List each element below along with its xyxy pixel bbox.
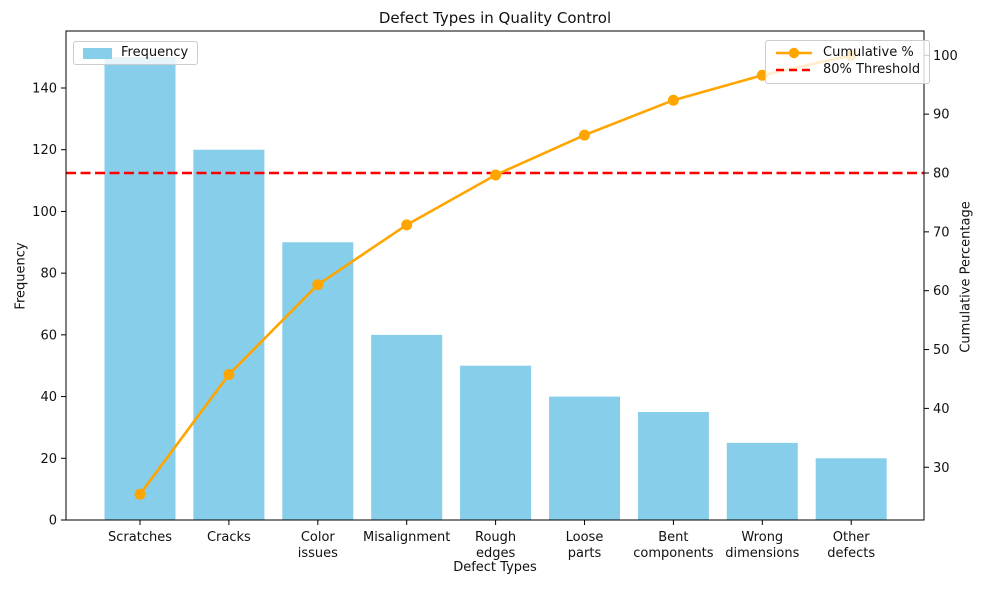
cumulative-point-6 xyxy=(667,94,679,106)
legend-cumulative-label: Cumulative % xyxy=(823,45,914,60)
axis-ticks: 0 20 40 60 80 100 120 140 30 40 50 60 70 80 90 100 Scrat… xyxy=(32,49,958,561)
cumulative-marker-sample xyxy=(788,47,800,59)
y-right-tick-label: 100 xyxy=(933,49,958,64)
bar-0 xyxy=(104,57,176,521)
frequency-swatch xyxy=(83,47,112,59)
y-axis-label-right: Cumulative Percentage xyxy=(958,201,974,353)
y-right-tick-label: 60 xyxy=(933,284,950,299)
cumulative-point-2 xyxy=(312,279,324,291)
cumulative-point-3 xyxy=(401,219,413,231)
threshold-line-sample-icon xyxy=(776,69,812,72)
cumulative-markers xyxy=(134,49,857,500)
legend-cumulative: Cumulative % 80% Threshold xyxy=(765,40,931,84)
x-tick-label: Color issues xyxy=(298,530,338,561)
bar-7 xyxy=(726,442,798,520)
y-left-tick-label: 100 xyxy=(32,205,57,220)
legend-threshold-label: 80% Threshold xyxy=(823,62,921,78)
y-right-tick-label: 50 xyxy=(933,343,950,358)
x-tick-label: Misalignment xyxy=(363,530,450,545)
legend-row-threshold: 80% Threshold xyxy=(775,62,920,78)
legend-frequency-label: Frequency xyxy=(121,45,189,60)
x-tick-label: Other defects xyxy=(827,530,875,561)
cumulative-point-1 xyxy=(223,369,235,381)
frequency-swatch-icon xyxy=(83,47,112,59)
y-left-tick-label: 0 xyxy=(49,514,57,529)
bar-6 xyxy=(637,412,709,520)
x-tick-label: Cracks xyxy=(207,530,251,545)
legend-row-cumulative: Cumulative % xyxy=(775,45,914,61)
y-left-tick-label: 120 xyxy=(32,143,57,158)
bar-8 xyxy=(815,458,887,520)
frequency-bars xyxy=(104,57,887,521)
chart-title: Defect Types in Quality Control xyxy=(378,9,612,27)
y-left-tick-label: 20 xyxy=(40,452,57,467)
y-right-tick-label: 30 xyxy=(933,461,950,476)
bar-4 xyxy=(460,365,532,520)
y-right-tick-label: 40 xyxy=(933,402,950,417)
y-left-tick-label: 60 xyxy=(40,328,57,343)
x-tick-label: Rough edges xyxy=(475,530,516,561)
bar-1 xyxy=(193,149,265,520)
y-left-tick-label: 40 xyxy=(40,390,57,405)
y-left-tick-label: 140 xyxy=(32,82,57,97)
x-tick-label: Loose parts xyxy=(566,530,604,561)
y-right-tick-label: 70 xyxy=(933,225,950,240)
bar-5 xyxy=(549,396,620,520)
y-left-tick-label: 80 xyxy=(40,267,57,282)
x-tick-label: Wrong dimensions xyxy=(725,530,799,561)
y-right-tick-label: 80 xyxy=(933,167,950,182)
legend-frequency: Frequency xyxy=(73,41,199,66)
cumulative-point-0 xyxy=(134,488,146,500)
cumulative-point-4 xyxy=(490,169,502,181)
y-axis-label-left: Frequency xyxy=(13,242,29,310)
bar-3 xyxy=(371,334,443,520)
cumulative-point-5 xyxy=(579,129,590,141)
x-axis-label: Defect Types xyxy=(453,560,537,575)
x-tick-label: Scratches xyxy=(108,530,172,545)
x-tick-label: Bent components xyxy=(633,530,714,561)
cumulative-line-sample-icon xyxy=(776,47,812,59)
y-right-tick-label: 90 xyxy=(933,108,950,123)
axes-frame xyxy=(65,30,925,521)
